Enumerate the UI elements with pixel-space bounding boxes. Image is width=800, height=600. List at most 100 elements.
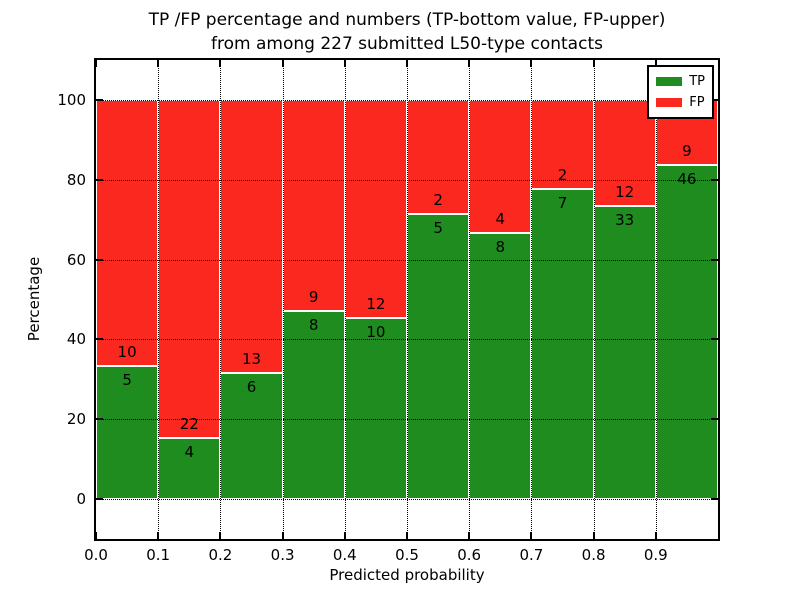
x-tick-mark (468, 60, 471, 67)
tp-count-label: 8 (495, 237, 506, 256)
fp-count-label: 2 (557, 165, 568, 184)
y-tick-label: 0 (76, 490, 86, 509)
tp-count-label: 8 (308, 316, 319, 335)
chart-title: TP /FP percentage and numbers (TP-bottom… (94, 8, 720, 56)
legend: TP FP (647, 65, 714, 119)
x-tick-mark (281, 60, 284, 67)
tp-legend-label: TP (689, 74, 705, 89)
y-axis-label: Percentage (25, 256, 43, 342)
plot-area: TP FP 10 5 22 4 13 6 9 8 12 10 2 5 4 8 2 7 12 33 9 46 0.0 0.1… (57, 58, 720, 564)
tp-count-label: 5 (433, 218, 443, 237)
x-tick-mark (157, 60, 160, 67)
x-gridline (469, 60, 471, 539)
fp-count-label: 13 (241, 350, 262, 369)
y-tick-mark (711, 338, 718, 341)
x-tick-mark (530, 532, 533, 539)
x-tick-label: 0.0 (84, 546, 108, 564)
x-tick-mark (343, 532, 346, 539)
y-tick-mark (96, 258, 103, 261)
x-gridline (158, 60, 160, 539)
x-tick-mark (654, 532, 657, 539)
tp-count-label: 4 (184, 442, 195, 461)
y-tick-label: 60 (66, 250, 86, 269)
x-tick-mark (592, 532, 595, 539)
tp-swatch (656, 77, 683, 86)
fp-count-label: 12 (615, 183, 635, 202)
bar-segment-fp (282, 99, 345, 312)
fp-count-label: 9 (308, 288, 319, 307)
y-tick-mark (711, 178, 718, 181)
x-tick-mark (219, 60, 222, 67)
y-tick-mark (711, 498, 718, 501)
x-tick-label: 0.3 (270, 546, 295, 564)
fp-count-label: 22 (179, 414, 199, 433)
y-tick-mark (96, 338, 103, 341)
fp-count-label: 4 (495, 209, 506, 228)
bar-segment-tp (96, 366, 159, 500)
x-tick-mark (654, 60, 657, 67)
bar-segment-fp (96, 99, 159, 367)
x-gridline (282, 60, 284, 539)
fp-count-label: 12 (366, 294, 386, 313)
y-tick-mark (711, 98, 718, 101)
y-tick-mark (96, 98, 103, 101)
x-tick-label: 0.4 (332, 546, 357, 564)
fp-count-label: 10 (117, 343, 137, 362)
tp-count-label: 10 (366, 322, 386, 341)
x-tick-mark (95, 532, 97, 539)
chart-title-line1: TP /FP percentage and numbers (TP-bottom… (148, 10, 666, 30)
y-tick-mark (96, 418, 103, 421)
x-tick-mark (468, 532, 471, 539)
fp-legend-label: FP (689, 95, 705, 110)
x-gridline (655, 60, 657, 539)
bar-segment-fp (220, 99, 283, 374)
x-tick-mark (157, 532, 160, 539)
x-gridline (220, 60, 222, 539)
bar-segment-tp (531, 188, 594, 500)
tp-count-label: 46 (677, 170, 697, 189)
x-tick-mark (592, 60, 595, 67)
fp-count-label: 2 (433, 190, 443, 209)
y-tick-mark (96, 178, 103, 181)
y-tick-label: 100 (57, 90, 86, 109)
x-tick-label: 0.8 (581, 546, 606, 564)
tp-count-label: 5 (122, 371, 132, 390)
bar-segment-tp (655, 165, 718, 500)
x-tick-mark (219, 532, 222, 539)
fp-count-label: 9 (682, 142, 692, 161)
x-tick-mark (95, 60, 97, 67)
y-tick-label: 80 (66, 170, 86, 189)
x-tick-mark (530, 60, 533, 67)
x-tick-label: 0.6 (457, 546, 482, 564)
x-tick-label: 0.2 (208, 546, 233, 564)
y-tick-mark (96, 498, 103, 501)
x-gridline (344, 60, 346, 539)
x-tick-mark (281, 532, 284, 539)
y-tick-mark (711, 258, 718, 261)
fp-swatch (656, 98, 683, 107)
legend-entry-fp: FP (656, 92, 705, 113)
tp-count-label: 33 (615, 211, 635, 230)
x-tick-label: 0.1 (146, 546, 171, 564)
x-tick-label: 0.5 (395, 546, 419, 564)
x-tick-mark (406, 532, 408, 539)
tp-count-label: 7 (557, 193, 568, 212)
bar-segment-tp (407, 213, 470, 500)
tp-count-label: 6 (246, 378, 257, 397)
y-tick-mark (711, 418, 718, 421)
bar-segment-tp (344, 317, 407, 500)
x-gridline (531, 60, 533, 539)
x-gridline (407, 60, 408, 539)
bar-segment-tp (282, 311, 345, 500)
bar-segment-tp (593, 206, 656, 500)
chart-title-line2: from among 227 submitted L50-type contac… (211, 34, 603, 54)
bar-segment-tp (469, 232, 532, 500)
x-tick-mark (406, 60, 408, 67)
x-tick-label: 0.7 (519, 546, 544, 564)
bar-segment-fp (469, 99, 532, 233)
y-tick-label: 40 (66, 330, 86, 349)
bar-segment-fp (158, 99, 221, 438)
x-gridline (593, 60, 595, 539)
x-tick-label: 0.9 (643, 546, 668, 564)
